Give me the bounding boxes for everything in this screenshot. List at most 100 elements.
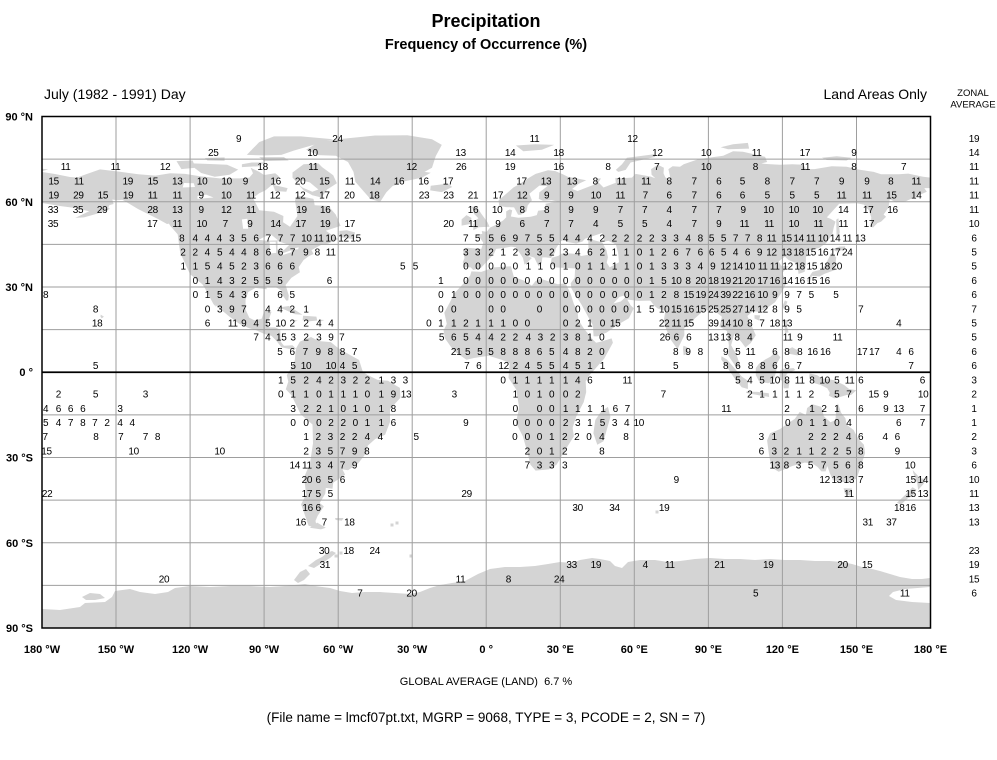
svg-text:23: 23 bbox=[419, 191, 430, 202]
svg-text:6: 6 bbox=[971, 347, 977, 358]
svg-text:2: 2 bbox=[303, 333, 309, 344]
svg-text:3: 3 bbox=[971, 375, 977, 386]
svg-text:15: 15 bbox=[781, 233, 792, 244]
svg-text:13: 13 bbox=[782, 319, 793, 330]
svg-text:4: 4 bbox=[217, 276, 223, 287]
svg-text:5: 5 bbox=[971, 333, 977, 344]
svg-text:0: 0 bbox=[525, 418, 531, 429]
svg-text:0: 0 bbox=[193, 290, 199, 301]
svg-text:19: 19 bbox=[505, 162, 516, 173]
svg-text:4: 4 bbox=[340, 361, 346, 372]
svg-text:0: 0 bbox=[575, 276, 581, 287]
svg-text:11: 11 bbox=[740, 219, 751, 230]
svg-text:1: 1 bbox=[513, 375, 519, 386]
svg-text:0: 0 bbox=[205, 304, 211, 315]
svg-text:8: 8 bbox=[734, 333, 740, 344]
svg-text:7: 7 bbox=[920, 418, 926, 429]
svg-text:4: 4 bbox=[277, 304, 283, 315]
svg-text:3: 3 bbox=[403, 375, 409, 386]
svg-text:25: 25 bbox=[208, 148, 219, 159]
svg-text:6: 6 bbox=[971, 589, 977, 600]
svg-text:11: 11 bbox=[111, 162, 122, 173]
svg-text:2: 2 bbox=[289, 304, 295, 315]
svg-text:1: 1 bbox=[809, 404, 815, 415]
svg-text:0: 0 bbox=[488, 276, 494, 287]
svg-text:1: 1 bbox=[600, 404, 606, 415]
svg-text:9: 9 bbox=[710, 262, 716, 273]
svg-text:2: 2 bbox=[192, 248, 198, 259]
svg-text:16: 16 bbox=[905, 503, 916, 514]
svg-text:1: 1 bbox=[549, 375, 555, 386]
svg-text:11: 11 bbox=[671, 319, 682, 330]
svg-text:3: 3 bbox=[563, 333, 569, 344]
svg-text:18: 18 bbox=[553, 148, 564, 159]
svg-text:33: 33 bbox=[48, 205, 59, 216]
svg-text:11: 11 bbox=[246, 205, 257, 216]
svg-text:2: 2 bbox=[612, 233, 618, 244]
svg-text:8: 8 bbox=[605, 162, 611, 173]
svg-text:0: 0 bbox=[834, 418, 840, 429]
svg-text:6: 6 bbox=[205, 319, 211, 330]
svg-text:5: 5 bbox=[537, 361, 543, 372]
svg-text:10: 10 bbox=[745, 262, 756, 273]
svg-text:1: 1 bbox=[365, 418, 371, 429]
svg-text:8: 8 bbox=[599, 446, 605, 457]
svg-text:1: 1 bbox=[378, 418, 384, 429]
svg-text:0: 0 bbox=[525, 432, 531, 443]
svg-text:6: 6 bbox=[277, 262, 283, 273]
svg-text:14: 14 bbox=[505, 148, 516, 159]
svg-text:1: 1 bbox=[340, 390, 346, 401]
svg-text:60 °S: 60 °S bbox=[6, 538, 33, 550]
svg-text:0: 0 bbox=[525, 276, 531, 287]
svg-text:17: 17 bbox=[857, 347, 868, 358]
svg-text:11: 11 bbox=[746, 347, 757, 358]
svg-text:4: 4 bbox=[575, 375, 581, 386]
svg-text:5: 5 bbox=[205, 262, 211, 273]
svg-text:4: 4 bbox=[896, 319, 902, 330]
svg-text:3: 3 bbox=[685, 262, 691, 273]
svg-text:5: 5 bbox=[971, 248, 977, 259]
svg-text:13: 13 bbox=[172, 205, 183, 216]
svg-text:0: 0 bbox=[563, 276, 569, 287]
svg-text:0: 0 bbox=[563, 390, 569, 401]
svg-text:4: 4 bbox=[747, 333, 753, 344]
svg-text:2: 2 bbox=[315, 432, 321, 443]
svg-text:3: 3 bbox=[316, 333, 322, 344]
svg-text:18: 18 bbox=[257, 162, 268, 173]
svg-text:6: 6 bbox=[537, 347, 543, 358]
svg-text:ZONAL: ZONAL bbox=[957, 88, 989, 99]
svg-text:16: 16 bbox=[418, 176, 429, 187]
svg-text:12: 12 bbox=[757, 304, 768, 315]
svg-text:6: 6 bbox=[587, 375, 593, 386]
svg-text:60 °N: 60 °N bbox=[5, 197, 33, 209]
svg-text:14: 14 bbox=[838, 205, 849, 216]
svg-text:7: 7 bbox=[463, 233, 469, 244]
svg-text:1: 1 bbox=[475, 319, 481, 330]
svg-text:15: 15 bbox=[148, 176, 159, 187]
svg-text:10: 10 bbox=[818, 233, 829, 244]
svg-text:0: 0 bbox=[637, 248, 643, 259]
svg-text:1: 1 bbox=[612, 248, 618, 259]
svg-text:9: 9 bbox=[784, 304, 790, 315]
svg-text:0: 0 bbox=[785, 418, 791, 429]
svg-text:15: 15 bbox=[610, 319, 621, 330]
svg-text:9: 9 bbox=[772, 290, 778, 301]
svg-text:5: 5 bbox=[315, 489, 321, 500]
svg-text:2: 2 bbox=[353, 375, 359, 386]
svg-text:20: 20 bbox=[832, 262, 843, 273]
svg-text:9: 9 bbox=[895, 446, 901, 457]
svg-text:1: 1 bbox=[451, 290, 457, 301]
svg-text:4: 4 bbox=[575, 233, 581, 244]
svg-text:6: 6 bbox=[971, 233, 977, 244]
svg-text:10: 10 bbox=[969, 475, 980, 486]
svg-text:19: 19 bbox=[123, 191, 134, 202]
svg-text:7: 7 bbox=[908, 361, 914, 372]
svg-text:11: 11 bbox=[752, 148, 763, 159]
svg-text:11: 11 bbox=[345, 176, 356, 187]
svg-text:1: 1 bbox=[809, 446, 815, 457]
svg-text:4: 4 bbox=[643, 560, 649, 571]
svg-text:0: 0 bbox=[353, 418, 359, 429]
svg-text:11: 11 bbox=[326, 248, 337, 259]
svg-text:14: 14 bbox=[732, 262, 743, 273]
svg-text:0: 0 bbox=[575, 262, 581, 273]
